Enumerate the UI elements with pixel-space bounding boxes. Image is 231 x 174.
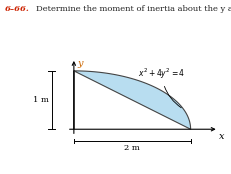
Text: 2 m: 2 m	[124, 144, 140, 152]
Text: $x^2 + 4y^2 = 4$: $x^2 + 4y^2 = 4$	[137, 67, 185, 108]
Text: y: y	[77, 59, 82, 68]
Text: Determine the moment of inertia about the y axis.: Determine the moment of inertia about th…	[36, 5, 231, 13]
Text: 6–66.: 6–66.	[5, 5, 29, 13]
Polygon shape	[73, 71, 190, 129]
Text: x: x	[218, 132, 223, 141]
Text: 1 m: 1 m	[33, 96, 49, 104]
